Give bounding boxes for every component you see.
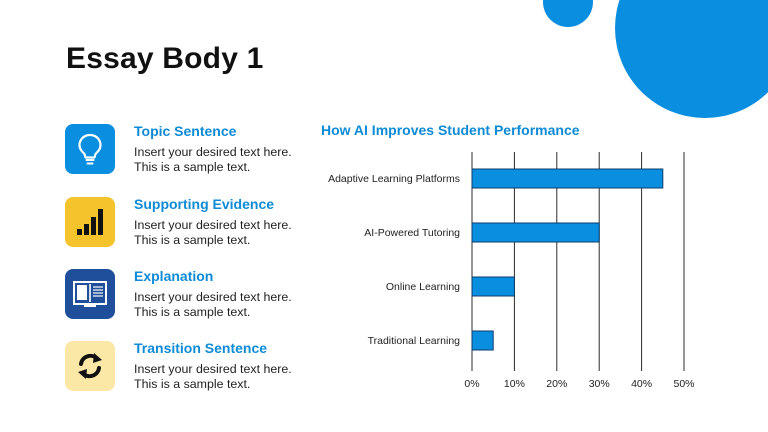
x-tick-label: 10% (504, 378, 525, 390)
decorative-circle-small (543, 0, 593, 27)
x-tick-label: 0% (464, 378, 479, 390)
point-body-line: Insert your desired text here. (134, 145, 292, 159)
category-label: Adaptive Learning Platforms (328, 173, 460, 185)
page-title: Essay Body 1 (66, 42, 264, 75)
point-heading: Explanation (134, 268, 214, 284)
point-body-line: Insert your desired text here. (134, 362, 292, 376)
point-body-line: This is a sample text. (134, 305, 251, 319)
lightbulb-icon (65, 124, 115, 174)
book-icon (65, 269, 115, 319)
category-label: AI-Powered Tutoring (364, 227, 460, 239)
point-body: Insert your desired text here. This is a… (134, 362, 292, 392)
x-tick-label: 50% (673, 378, 694, 390)
point-heading: Supporting Evidence (134, 196, 275, 212)
category-label: Traditional Learning (368, 335, 461, 347)
point-body-line: This is a sample text. (134, 233, 251, 247)
point-body-line: Insert your desired text here. (134, 218, 292, 232)
point-explanation: Explanation Insert your desired text her… (65, 268, 325, 320)
decorative-circle-large (615, 0, 768, 118)
point-body: Insert your desired text here. This is a… (134, 218, 292, 248)
x-tick-label: 40% (631, 378, 652, 390)
bar-chart: 0% 10% 20% 30% 40% 50% Adaptive Learning Platf… (328, 152, 695, 390)
point-body-line: This is a sample text. (134, 160, 251, 174)
x-tick-label: 20% (546, 378, 567, 390)
bar-chart-icon (65, 197, 115, 247)
point-body-line: Insert your desired text here. (134, 290, 292, 304)
point-body: Insert your desired text here. This is a… (134, 145, 292, 175)
chart-title: How AI Improves Student Performance (321, 122, 580, 138)
point-heading: Topic Sentence (134, 123, 237, 139)
point-transition-sentence: Transition Sentence Insert your desired … (65, 340, 325, 392)
point-body-line: This is a sample text. (134, 377, 251, 391)
refresh-arrows-icon (65, 341, 115, 391)
bar (471, 168, 664, 189)
bar (471, 276, 515, 297)
x-tick-label: 30% (589, 378, 610, 390)
bar (471, 330, 494, 351)
category-label: Online Learning (386, 281, 460, 293)
point-heading: Transition Sentence (134, 340, 268, 356)
point-body: Insert your desired text here. This is a… (134, 290, 292, 320)
bar (471, 222, 600, 243)
point-topic-sentence: Topic Sentence Insert your desired text … (65, 123, 325, 175)
point-supporting-evidence: Supporting Evidence Insert your desired … (65, 196, 325, 248)
